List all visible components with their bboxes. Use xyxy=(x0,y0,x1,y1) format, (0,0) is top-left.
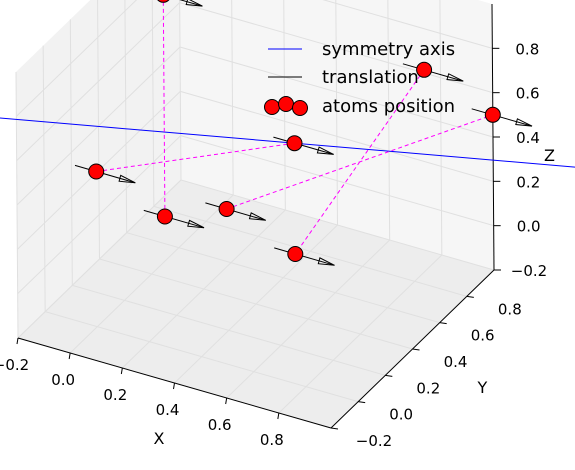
x-tick-mark-0 xyxy=(16,337,19,345)
y-tick-mark-0 xyxy=(330,427,339,430)
translation-arrow-0 xyxy=(179,0,203,7)
atom-point-0 xyxy=(157,0,170,3)
grid-left-y-5 xyxy=(151,0,155,207)
grid-back-z-5 xyxy=(322,0,493,49)
z-tick-label-2: 0.2 xyxy=(516,173,540,191)
legend: symmetry axis translation atoms position xyxy=(264,39,455,117)
legend-marker-0 xyxy=(264,99,280,115)
x-tick-label-2: 0.2 xyxy=(103,386,127,404)
translation-arrowhead-4 xyxy=(446,73,464,82)
y-tick-mark-2 xyxy=(385,374,393,377)
translation-arrowhead-6 xyxy=(515,118,533,127)
grid-lines xyxy=(15,0,495,429)
y-tick-mark-3 xyxy=(412,348,420,351)
y-tick-label-0: −0.2 xyxy=(356,432,392,450)
atom-point-1 xyxy=(88,163,105,180)
y-tick-mark-1 xyxy=(358,401,366,404)
x-tick-mark-2 xyxy=(120,367,123,375)
data-layer xyxy=(0,0,575,266)
translation-arrow-3 xyxy=(143,209,205,229)
translation-arrowhead-2 xyxy=(316,146,334,155)
atom-point-5 xyxy=(218,201,235,217)
atom-point-6 xyxy=(484,106,501,123)
y-tick-label-1: 0.0 xyxy=(389,406,413,424)
y-tick-label-4: 0.6 xyxy=(471,327,495,345)
translation-arrowhead-1 xyxy=(118,174,136,184)
x-tick-label-4: 0.6 xyxy=(208,416,232,434)
grid-floor-y-5 xyxy=(153,205,467,297)
translation-arrowhead-3 xyxy=(187,219,205,229)
dashed-link-3 xyxy=(226,114,494,210)
atom-point-2 xyxy=(286,135,303,152)
axis-labels: X Y Z xyxy=(154,146,556,448)
legend-swatch-atoms-position xyxy=(264,96,308,116)
legend-label-atoms-position: atoms position xyxy=(322,96,455,117)
x-tick-mark-5 xyxy=(277,412,280,420)
translation-arrow-1 xyxy=(74,164,136,184)
atom-point-3 xyxy=(156,208,173,225)
translation-arrowhead-0 xyxy=(185,0,203,7)
x-tick-label-5: 0.8 xyxy=(260,431,284,449)
legend-marker-2 xyxy=(292,100,308,116)
x-tick-label-3: 0.4 xyxy=(156,401,180,419)
translation-arrow-4 xyxy=(402,63,464,82)
z-axis-label: Z xyxy=(544,146,555,165)
x-axis-label: X xyxy=(154,429,165,448)
y-tick-label-5: 0.8 xyxy=(498,300,522,318)
x-tick-label-0: −0.2 xyxy=(0,356,29,374)
x-tick-mark-3 xyxy=(173,382,175,390)
translation-arrow-2 xyxy=(273,136,334,155)
legend-marker-1 xyxy=(278,96,294,112)
atom-point-7 xyxy=(287,246,304,262)
grid-left-z-5 xyxy=(15,0,138,117)
y-tick-label-2: 0.2 xyxy=(416,379,440,397)
x-tick-label-1: 0.0 xyxy=(51,371,75,389)
x-tick-mark-4 xyxy=(225,397,228,405)
dashed-link-1 xyxy=(96,142,295,172)
legend-label-symmetry-axis: symmetry axis xyxy=(322,39,455,60)
z-tick-label-4: 0.6 xyxy=(516,85,540,103)
atom-point-4 xyxy=(416,61,433,78)
translation-arrowhead-7 xyxy=(317,257,335,266)
z-tick-label-0: −0.2 xyxy=(511,262,547,280)
y-tick-mark-4 xyxy=(439,322,447,325)
legend-label-translation: translation xyxy=(322,67,419,88)
dashed-link-0 xyxy=(162,0,166,217)
tick-labels: −0.2−0.2−0.20.00.00.00.20.20.20.40.40.40… xyxy=(0,40,547,450)
translation-arrow-5 xyxy=(205,202,266,221)
y-tick-label-3: 0.4 xyxy=(444,353,468,371)
translation-arrowhead-5 xyxy=(248,212,266,221)
x-tick-mark-1 xyxy=(68,352,71,360)
y-axis-label: Y xyxy=(477,378,488,397)
translation-arrow-6 xyxy=(471,108,533,127)
z-tick-label-5: 0.8 xyxy=(515,40,539,58)
y-tick-mark-5 xyxy=(466,295,474,298)
z-tick-label-3: 0.4 xyxy=(516,129,540,147)
z-tick-label-1: 0.0 xyxy=(517,218,541,236)
translation-arrow-7 xyxy=(274,247,335,266)
